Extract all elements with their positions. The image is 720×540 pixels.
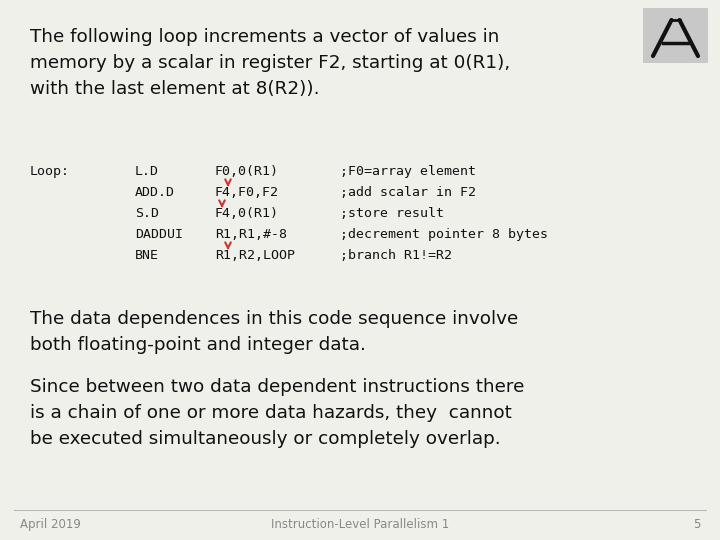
Text: ;add scalar in F2: ;add scalar in F2: [340, 186, 476, 199]
Text: memory by a scalar in register F2, starting at 0(R1),: memory by a scalar in register F2, start…: [30, 54, 510, 72]
Text: Loop:: Loop:: [30, 165, 70, 178]
Text: ;F0=array element: ;F0=array element: [340, 165, 476, 178]
Text: R1,R1,#-8: R1,R1,#-8: [215, 228, 287, 241]
Text: ;decrement pointer 8 bytes: ;decrement pointer 8 bytes: [340, 228, 548, 241]
Text: ADD.D: ADD.D: [135, 186, 175, 199]
FancyBboxPatch shape: [643, 8, 708, 63]
Text: L.D: L.D: [135, 165, 159, 178]
Text: R1,R2,LOOP: R1,R2,LOOP: [215, 249, 295, 262]
Text: DADDUI: DADDUI: [135, 228, 183, 241]
Text: ;store result: ;store result: [340, 207, 444, 220]
Text: with the last element at 8(R2)).: with the last element at 8(R2)).: [30, 80, 320, 98]
Text: F0,0(R1): F0,0(R1): [215, 165, 279, 178]
Text: be executed simultaneously or completely overlap.: be executed simultaneously or completely…: [30, 430, 500, 448]
Text: ;branch R1!=R2: ;branch R1!=R2: [340, 249, 452, 262]
Text: The following loop increments a vector of values in: The following loop increments a vector o…: [30, 28, 500, 46]
Text: 5: 5: [693, 518, 700, 531]
Text: both floating-point and integer data.: both floating-point and integer data.: [30, 336, 366, 354]
Text: Instruction-Level Parallelism 1: Instruction-Level Parallelism 1: [271, 518, 449, 531]
Text: Since between two data dependent instructions there: Since between two data dependent instruc…: [30, 378, 524, 396]
Text: is a chain of one or more data hazards, they  cannot: is a chain of one or more data hazards, …: [30, 404, 512, 422]
Text: F4,0(R1): F4,0(R1): [215, 207, 279, 220]
Text: BNE: BNE: [135, 249, 159, 262]
Text: S.D: S.D: [135, 207, 159, 220]
Text: April 2019: April 2019: [20, 518, 81, 531]
Text: F4,F0,F2: F4,F0,F2: [215, 186, 279, 199]
Text: The data dependences in this code sequence involve: The data dependences in this code sequen…: [30, 310, 518, 328]
